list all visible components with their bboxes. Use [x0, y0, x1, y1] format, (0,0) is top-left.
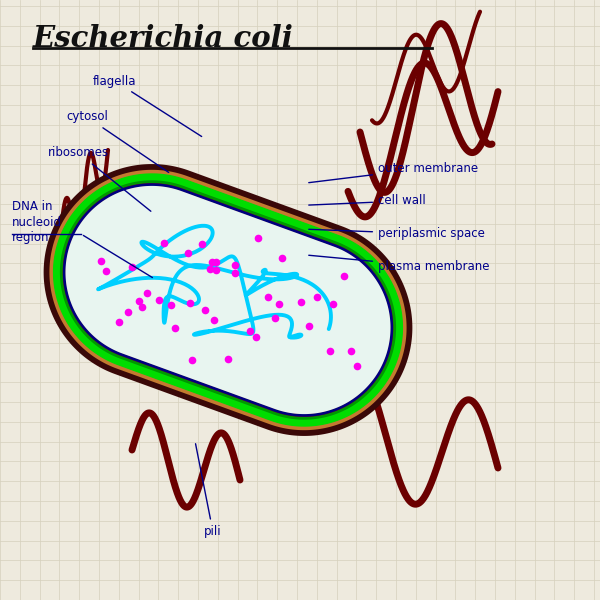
Text: plasma membrane: plasma membrane	[309, 255, 490, 274]
Text: cytosol: cytosol	[66, 110, 169, 172]
Polygon shape	[65, 186, 391, 414]
Text: periplasmic space: periplasmic space	[309, 227, 485, 241]
Text: Escherichia coli: Escherichia coli	[33, 24, 294, 53]
Text: outer membrane: outer membrane	[309, 161, 478, 182]
Text: pili: pili	[196, 444, 221, 538]
Text: DNA in
nucleoid
region: DNA in nucleoid region	[12, 200, 62, 244]
Text: flagella: flagella	[93, 74, 202, 137]
Polygon shape	[50, 170, 406, 430]
Text: cell wall: cell wall	[309, 194, 426, 208]
Text: ribosomes: ribosomes	[48, 146, 151, 211]
